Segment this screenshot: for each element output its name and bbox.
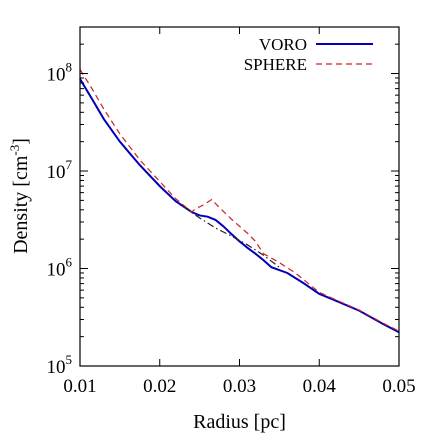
x-axis-title: Radius [pc] <box>193 411 286 433</box>
x-tick-label: 0.04 <box>303 376 337 397</box>
legend-label-sphere: SPHERE <box>244 55 307 74</box>
legend-label-voro: VORO <box>259 35 307 54</box>
series-line-reference-2 <box>183 206 280 268</box>
x-tick-label: 0.05 <box>382 376 415 397</box>
plot-frame <box>79 26 400 367</box>
y-tick-label: 105 <box>47 352 73 378</box>
y-axis-title: Density [cm-3] <box>7 138 32 254</box>
series-line-voro <box>79 78 400 334</box>
y-axis-title-exponent: -3 <box>7 145 22 156</box>
y-axis-title-close: ] <box>10 138 32 145</box>
x-tick-label: 0.01 <box>63 376 96 397</box>
series-line-sphere <box>79 69 400 332</box>
x-tick-label: 0.02 <box>143 376 176 397</box>
series-layer <box>79 69 400 334</box>
y-tick-label: 108 <box>47 60 73 86</box>
y-tick-label: 106 <box>47 255 73 281</box>
ticks-layer: 0.01 0.02 0.03 0.04 0.05 105 106 107 108 <box>47 27 416 397</box>
x-tick-label: 0.03 <box>223 376 256 397</box>
y-axis-title-main: Density [cm <box>10 155 32 254</box>
y-tick-label: 107 <box>47 157 73 183</box>
